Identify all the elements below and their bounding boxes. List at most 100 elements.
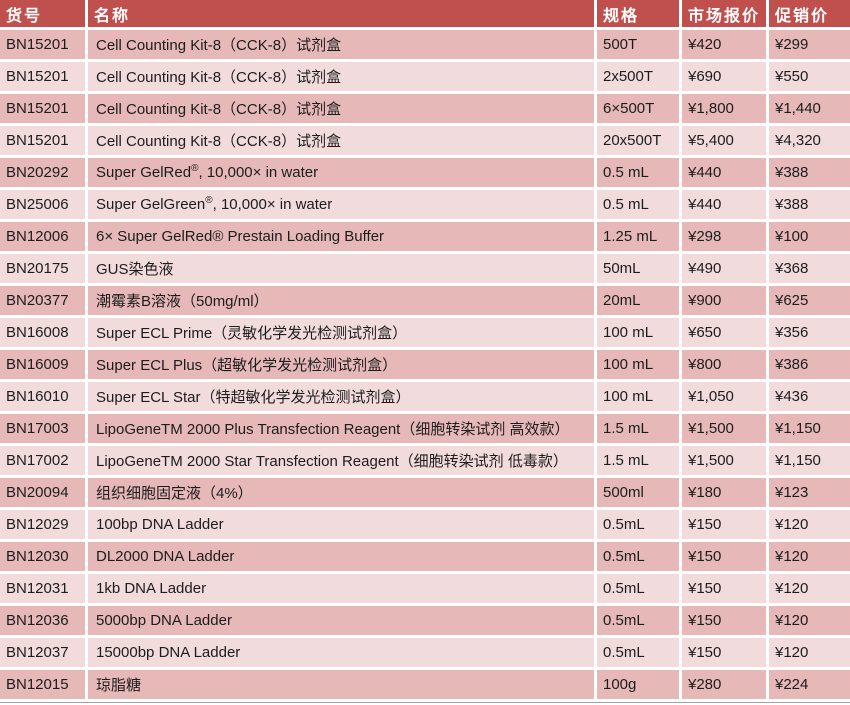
- table-row: BN15201 Cell Counting Kit-8（CCK-8）试剂盒 2x50…: [0, 62, 850, 94]
- cell-name: Super GelRed®, 10,000× in water: [88, 158, 597, 190]
- cell-spec: 100 mL: [597, 382, 682, 414]
- cell-code: BN20175: [0, 254, 88, 286]
- col-header-name: 名称: [88, 0, 597, 30]
- cell-spec: 20x500T: [597, 126, 682, 158]
- table-row: BN16008 Super ECL Prime（灵敏化学发光检测试剂盒） 100 m…: [0, 318, 850, 350]
- product-name-text: 1kb DNA Ladder: [96, 580, 207, 597]
- cell-spec: 0.5 mL: [597, 158, 682, 190]
- cell-market-price: ¥180: [682, 478, 769, 510]
- table-row: BN17002 LipoGeneTM 2000 Star Transfection…: [0, 446, 850, 478]
- cell-code: BN20094: [0, 478, 88, 510]
- table-row: BN25006 Super GelGreen®, 10,000× in water…: [0, 190, 850, 222]
- cell-spec: 20mL: [597, 286, 682, 318]
- cell-promo-price: ¥386: [769, 350, 850, 382]
- cell-market-price: ¥150: [682, 606, 769, 638]
- cell-promo-price: ¥120: [769, 606, 850, 638]
- col-header-code: 货号: [0, 0, 88, 30]
- cell-promo-price: ¥1,440: [769, 94, 850, 126]
- cell-market-price: ¥298: [682, 222, 769, 254]
- product-name-text: Cell Counting Kit-8（CCK-8）试剂盒: [96, 101, 342, 118]
- cell-code: BN15201: [0, 126, 88, 158]
- cell-promo-price: ¥388: [769, 190, 850, 222]
- table-row: BN20094 组织细胞固定液（4%） 500ml ¥180 ¥123: [0, 478, 850, 510]
- col-header-promo: 促销价: [769, 0, 850, 30]
- cell-code: BN12031: [0, 574, 88, 606]
- cell-name: 潮霉素B溶液（50mg/ml）: [88, 286, 597, 318]
- cell-promo-price: ¥224: [769, 670, 850, 702]
- cell-market-price: ¥1,050: [682, 382, 769, 414]
- table-row: BN20377 潮霉素B溶液（50mg/ml） 20mL ¥900 ¥625: [0, 286, 850, 318]
- cell-code: BN16009: [0, 350, 88, 382]
- cell-name: 15000bp DNA Ladder: [88, 638, 597, 670]
- product-name-text: Super ECL Prime（灵敏化学发光检测试剂盒）: [96, 325, 408, 342]
- cell-code: BN15201: [0, 62, 88, 94]
- table-row: BN15201 Cell Counting Kit-8（CCK-8）试剂盒 500T…: [0, 30, 850, 62]
- cell-code: BN16010: [0, 382, 88, 414]
- cell-code: BN12006: [0, 222, 88, 254]
- cell-code: BN12030: [0, 542, 88, 574]
- product-name-text: 15000bp DNA Ladder: [96, 644, 241, 661]
- cell-spec: 50mL: [597, 254, 682, 286]
- table-row: BN12037 15000bp DNA Ladder 0.5mL ¥150 ¥120: [0, 638, 850, 670]
- cell-promo-price: ¥123: [769, 478, 850, 510]
- cell-code: BN16008: [0, 318, 88, 350]
- table-row: BN16009 Super ECL Plus（超敏化学发光检测试剂盒） 100 mL…: [0, 350, 850, 382]
- cell-name: 5000bp DNA Ladder: [88, 606, 597, 638]
- cell-market-price: ¥150: [682, 574, 769, 606]
- cell-name: 6× Super GelRed® Prestain Loading Buffer: [88, 222, 597, 254]
- col-header-market: 市场报价: [682, 0, 769, 30]
- cell-promo-price: ¥120: [769, 638, 850, 670]
- cell-name: LipoGeneTM 2000 Star Transfection Reagen…: [88, 446, 597, 478]
- cell-name: GUS染色液: [88, 254, 597, 286]
- product-name-text: Cell Counting Kit-8（CCK-8）试剂盒: [96, 133, 342, 150]
- cell-spec: 1.25 mL: [597, 222, 682, 254]
- table-row: BN12015 琼脂糖 100g ¥280 ¥224: [0, 670, 850, 702]
- cell-market-price: ¥800: [682, 350, 769, 382]
- cell-code: BN17002: [0, 446, 88, 478]
- registered-mark: ®: [205, 195, 213, 206]
- cell-name: LipoGeneTM 2000 Plus Transfection Reagen…: [88, 414, 597, 446]
- cell-code: BN12036: [0, 606, 88, 638]
- cell-promo-price: ¥120: [769, 574, 850, 606]
- cell-name: Cell Counting Kit-8（CCK-8）试剂盒: [88, 94, 597, 126]
- cell-name: DL2000 DNA Ladder: [88, 542, 597, 574]
- cell-spec: 100g: [597, 670, 682, 702]
- cell-spec: 500T: [597, 30, 682, 62]
- product-name-text: Super GelRed: [96, 164, 192, 181]
- cell-promo-price: ¥1,150: [769, 446, 850, 478]
- product-name-text: 组织细胞固定液（4%）: [96, 485, 253, 502]
- col-header-spec: 规格: [597, 0, 682, 30]
- cell-spec: 0.5 mL: [597, 190, 682, 222]
- product-name-text: LipoGeneTM 2000 Star Transfection Reagen…: [96, 453, 568, 470]
- product-name-text: 潮霉素B溶液（50mg/ml）: [96, 293, 269, 310]
- cell-name: Super GelGreen®, 10,000× in water: [88, 190, 597, 222]
- cell-spec: 0.5mL: [597, 542, 682, 574]
- cell-name: Super ECL Plus（超敏化学发光检测试剂盒）: [88, 350, 597, 382]
- cell-market-price: ¥690: [682, 62, 769, 94]
- cell-code: BN20377: [0, 286, 88, 318]
- cell-promo-price: ¥299: [769, 30, 850, 62]
- product-name-text: , 10,000× in water: [212, 196, 333, 213]
- table-row: BN15201 Cell Counting Kit-8（CCK-8）试剂盒 20x5…: [0, 126, 850, 158]
- cell-market-price: ¥5,400: [682, 126, 769, 158]
- table-row: BN12029 100bp DNA Ladder 0.5mL ¥150 ¥120: [0, 510, 850, 542]
- cell-spec: 0.5mL: [597, 574, 682, 606]
- cell-spec: 0.5mL: [597, 510, 682, 542]
- cell-name: Cell Counting Kit-8（CCK-8）试剂盒: [88, 126, 597, 158]
- cell-market-price: ¥650: [682, 318, 769, 350]
- cell-promo-price: ¥120: [769, 510, 850, 542]
- cell-name: Super ECL Star（特超敏化学发光检测试剂盒）: [88, 382, 597, 414]
- cell-name: Cell Counting Kit-8（CCK-8）试剂盒: [88, 62, 597, 94]
- product-name-text: 5000bp DNA Ladder: [96, 612, 232, 629]
- cell-market-price: ¥440: [682, 190, 769, 222]
- cell-market-price: ¥490: [682, 254, 769, 286]
- cell-name: 1kb DNA Ladder: [88, 574, 597, 606]
- cell-name: Cell Counting Kit-8（CCK-8）试剂盒: [88, 30, 597, 62]
- product-name-text: Super GelGreen: [96, 196, 206, 213]
- table-row: BN17003 LipoGeneTM 2000 Plus Transfection…: [0, 414, 850, 446]
- cell-promo-price: ¥368: [769, 254, 850, 286]
- table-row: BN20175 GUS染色液 50mL ¥490 ¥368: [0, 254, 850, 286]
- cell-spec: 0.5mL: [597, 638, 682, 670]
- cell-name: Super ECL Prime（灵敏化学发光检测试剂盒）: [88, 318, 597, 350]
